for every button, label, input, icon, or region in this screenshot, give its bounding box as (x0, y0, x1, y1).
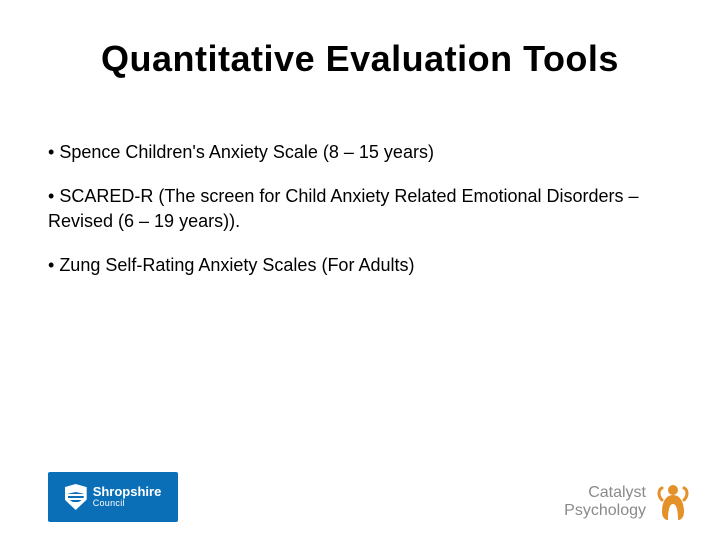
catalyst-logo-text: Catalyst Psychology (564, 484, 646, 519)
shield-icon (65, 484, 87, 510)
shropshire-logo-text: Shropshire Council (93, 485, 162, 508)
shropshire-logo: Shropshire Council (48, 472, 178, 522)
shropshire-name: Shropshire (93, 485, 162, 499)
slide-title: Quantitative Evaluation Tools (0, 38, 720, 80)
slide-footer: Shropshire Council Catalyst Psychology (48, 462, 690, 522)
person-icon (656, 482, 690, 522)
bullet-item: • Spence Children's Anxiety Scale (8 – 1… (48, 140, 672, 164)
bullet-text: SCARED-R (The screen for Child Anxiety R… (48, 186, 639, 230)
catalyst-line1: Catalyst (564, 484, 646, 502)
catalyst-line2: Psychology (564, 502, 646, 520)
slide: Quantitative Evaluation Tools • Spence C… (0, 0, 720, 540)
bullet-text: Spence Children's Anxiety Scale (8 – 15 … (59, 142, 434, 162)
bullet-item: • SCARED-R (The screen for Child Anxiety… (48, 184, 672, 233)
catalyst-logo: Catalyst Psychology (564, 482, 690, 522)
slide-body: • Spence Children's Anxiety Scale (8 – 1… (48, 140, 672, 297)
bullet-text: Zung Self-Rating Anxiety Scales (For Adu… (59, 255, 414, 275)
bullet-item: • Zung Self-Rating Anxiety Scales (For A… (48, 253, 672, 277)
shropshire-subline: Council (93, 499, 162, 508)
